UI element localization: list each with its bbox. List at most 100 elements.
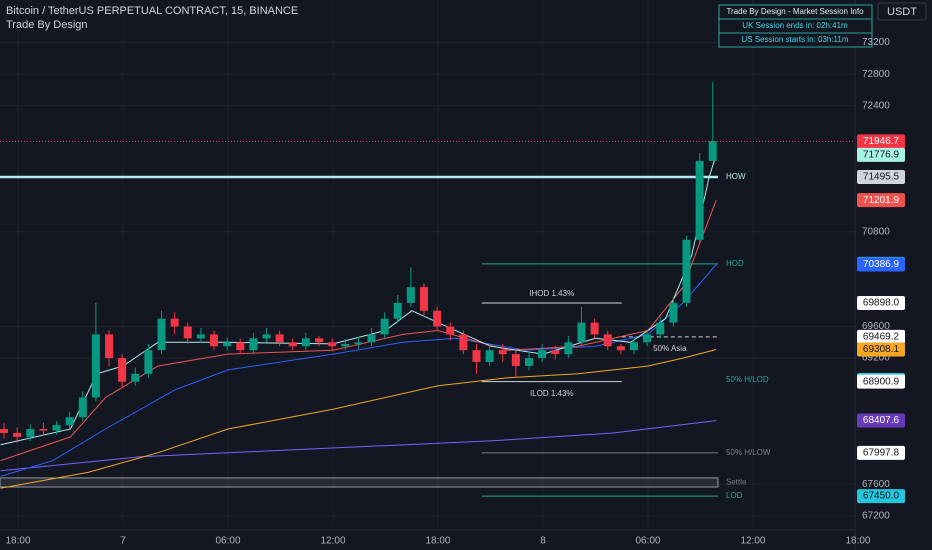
price-badge xyxy=(857,489,905,504)
price-badge-label: 71201.9 xyxy=(863,195,900,206)
level-label: HOW xyxy=(726,172,746,181)
price-axis xyxy=(855,0,932,550)
candle-body xyxy=(236,342,245,351)
y-tick-label: 73200 xyxy=(862,37,890,48)
price-badge xyxy=(857,374,905,389)
candle-body xyxy=(551,350,560,355)
candle-body xyxy=(249,338,258,351)
candle-body xyxy=(118,358,127,382)
candle-body xyxy=(210,334,219,347)
price-badge xyxy=(857,445,905,460)
candle-body xyxy=(695,160,704,240)
x-tick-label: 12:00 xyxy=(320,536,345,547)
candle-body xyxy=(262,334,271,339)
candle-body xyxy=(91,334,100,398)
level-label: HOD xyxy=(726,259,744,268)
candle-body xyxy=(590,322,599,335)
price-badge-label: 69469.2 xyxy=(863,331,900,342)
candle-body xyxy=(183,326,192,339)
price-badge-label: 71495.5 xyxy=(863,172,900,183)
candle-body xyxy=(643,334,652,343)
candle-body xyxy=(511,354,520,366)
x-tick-label: 18:00 xyxy=(6,536,31,547)
level-label: Settle xyxy=(726,478,747,487)
candle-body xyxy=(393,302,402,319)
currency-button[interactable] xyxy=(877,2,927,21)
price-badge xyxy=(857,193,905,208)
candle-body xyxy=(275,334,284,343)
candle-body xyxy=(433,310,442,327)
candle-body xyxy=(380,318,389,335)
candle-body xyxy=(157,318,166,351)
price-badge-label: 69898.0 xyxy=(863,298,900,309)
candle-body xyxy=(301,338,310,347)
candle-body xyxy=(52,425,61,431)
settle-band xyxy=(0,477,719,488)
candle-body xyxy=(420,287,429,311)
candle-body xyxy=(498,350,507,355)
candle-body xyxy=(564,342,573,355)
currency[interactable]: USDT xyxy=(887,6,917,18)
y-tick-label: 69200 xyxy=(862,353,890,364)
info-row: US Session starts in: 03h:11m xyxy=(741,35,848,44)
indicator-name: Trade By Design xyxy=(6,19,88,31)
price-badge xyxy=(857,147,905,162)
candle-body xyxy=(577,322,586,343)
candle-body xyxy=(472,350,481,363)
y-tick-label: 69600 xyxy=(862,321,890,332)
candle-body xyxy=(65,417,74,426)
candle-body xyxy=(105,334,114,359)
y-tick-label: 70800 xyxy=(862,227,890,238)
price-badge-label: 67997.8 xyxy=(863,448,900,459)
candle-body xyxy=(26,429,35,437)
moving-average xyxy=(0,420,717,472)
candle-body xyxy=(708,141,717,161)
price-badge-label: 67450.0 xyxy=(863,491,900,502)
candle-body xyxy=(131,373,140,382)
candle-body xyxy=(682,239,691,303)
candle-body xyxy=(538,350,547,359)
info-row: UK Session ends in: 02h:41m xyxy=(742,21,848,30)
candle-body xyxy=(223,342,232,347)
candle-body xyxy=(328,342,337,347)
price-badge xyxy=(857,329,905,344)
level-label: 50% Asia xyxy=(653,344,687,353)
candle-body xyxy=(315,338,324,343)
level-label: LOD xyxy=(726,491,743,500)
price-badge xyxy=(857,342,905,357)
candle-body xyxy=(603,334,612,347)
price-badge xyxy=(857,413,905,428)
y-tick-label: 72800 xyxy=(862,69,890,80)
candle-body xyxy=(0,429,9,433)
price-badge xyxy=(857,296,905,311)
level-label: 50% H/LOD xyxy=(726,375,769,384)
candle-body xyxy=(459,334,468,351)
level-label: 50% H/LOW xyxy=(726,448,771,457)
axis-layer: 67200 67600 69200 69600 70800 72400 72800 73200… xyxy=(6,37,905,547)
candle-body xyxy=(446,326,455,335)
candle-body xyxy=(669,302,678,323)
candle-body xyxy=(13,432,22,437)
candle-body xyxy=(39,429,48,431)
x-tick-label: 06:00 xyxy=(635,536,660,547)
x-tick-label: 18:00 xyxy=(845,536,870,547)
info-box xyxy=(718,4,873,48)
price-badge-label: 71776.9 xyxy=(863,149,900,160)
candle-body xyxy=(341,343,350,347)
candle-body xyxy=(656,322,665,335)
price-badge xyxy=(857,257,905,272)
price-badge-label: 68407.6 xyxy=(863,415,900,426)
candle-body xyxy=(629,342,638,351)
candle-body xyxy=(354,342,363,344)
candle-body xyxy=(78,397,87,418)
y-tick-label: 67600 xyxy=(862,479,890,490)
x-tick-label: 12:00 xyxy=(740,536,765,547)
info-title: Trade By Design - Market Session Info xyxy=(726,7,864,16)
y-tick-label: 72400 xyxy=(862,100,890,111)
candle-body xyxy=(170,318,179,327)
price-badge-label: 68900.9 xyxy=(863,376,900,387)
price-badge xyxy=(857,170,905,185)
